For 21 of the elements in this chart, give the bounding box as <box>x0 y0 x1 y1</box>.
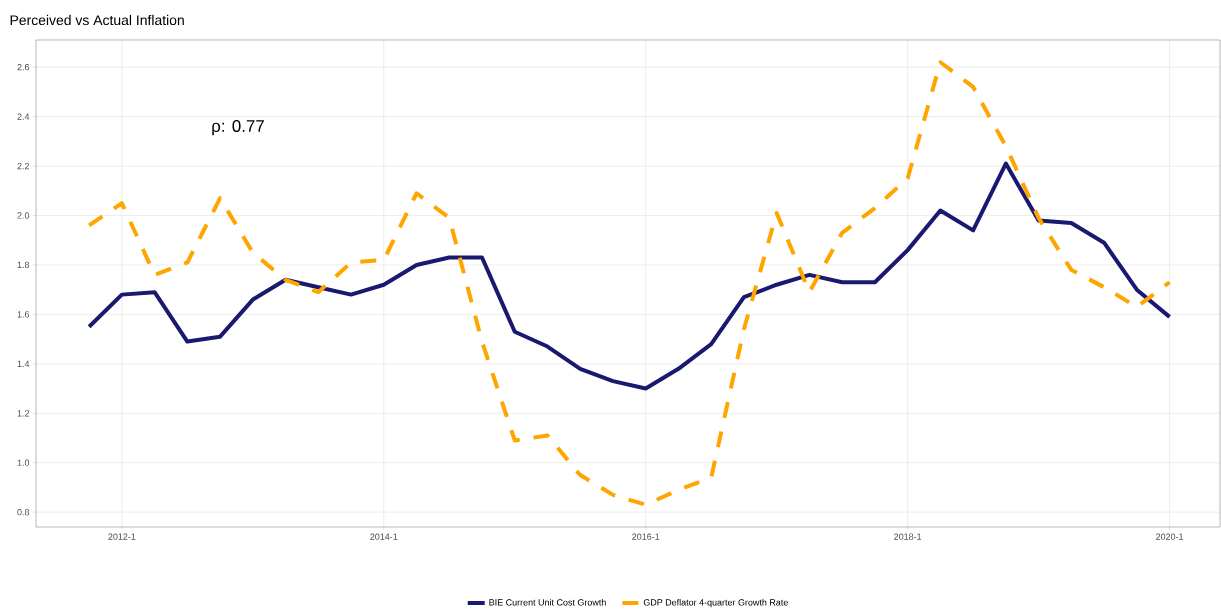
y-tick-label: 1.4 <box>17 360 30 367</box>
line-series <box>87 60 1172 507</box>
y-tick-label: 2.0 <box>17 212 30 219</box>
y-tick-label: 0.8 <box>17 508 30 516</box>
line-series <box>87 161 1172 391</box>
y-tick-label: 2.4 <box>17 113 30 120</box>
x-tick-label: 2018-1 <box>894 533 922 540</box>
y-tick-label: 1.0 <box>17 459 30 466</box>
y-tick-label: 2.6 <box>17 64 30 71</box>
legend-label: BIE Current Unit Cost Growth <box>489 598 606 606</box>
x-tick-label: 2014-1 <box>370 533 398 540</box>
x-tick-label: 2012-1 <box>108 533 136 540</box>
y-tick-label: 1.2 <box>17 410 30 417</box>
y-tick-label: 1.6 <box>17 311 30 318</box>
x-tick-label: 2016-1 <box>632 533 660 540</box>
chart-title: Perceived vs Actual Inflation <box>10 14 184 26</box>
x-tick-label: 2020-1 <box>1156 533 1184 540</box>
annotation: ρ: 0.77 <box>212 119 264 136</box>
y-tick-label: 1.8 <box>17 261 30 269</box>
legend-label: GDP Deflator 4-quarter Growth Rate <box>643 598 788 608</box>
y-tick-label: 2.2 <box>17 162 30 170</box>
